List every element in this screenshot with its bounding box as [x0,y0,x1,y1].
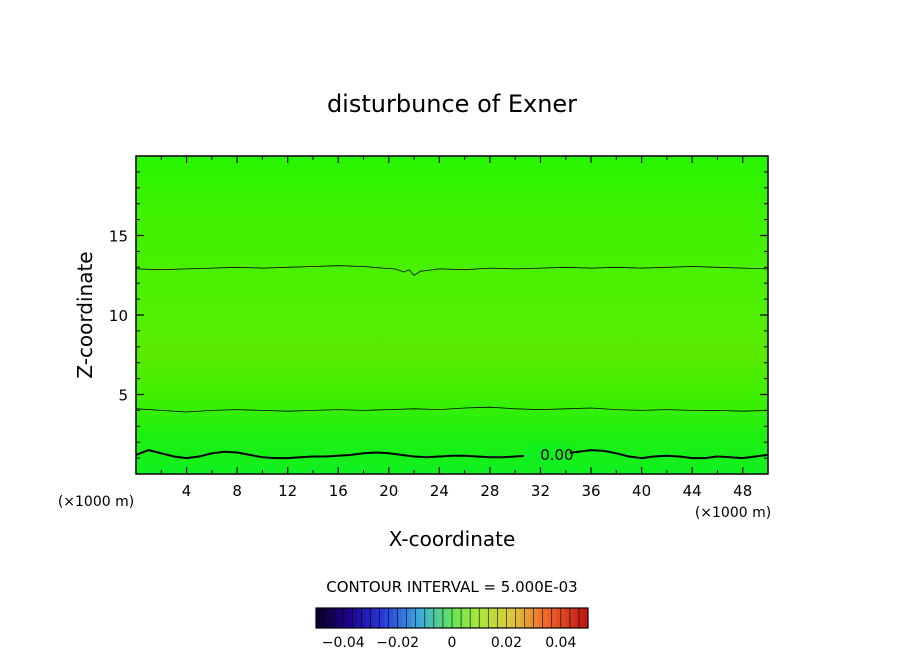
x-tick-label-20: 20 [379,482,398,500]
x-tick-label-48: 48 [733,482,752,500]
colorbar-cell [483,608,489,628]
colorbar-cell [488,608,494,628]
y-axis-label: Z-coordinate [73,251,97,378]
colorbar-cell [356,608,362,628]
colorbar-cell [424,608,430,628]
colorbar-cell [556,608,562,628]
colorbar-cell [429,608,435,628]
colorbar-cell [565,608,571,628]
colorbar-cell [452,608,458,628]
colorbar-cell [583,608,589,628]
x-tick-label-36: 36 [581,482,600,500]
colorbar-cell [510,608,516,628]
plot-field [136,156,768,474]
colorbar-cell [574,608,580,628]
colorbar-cell [551,608,557,628]
colorbar-cell [560,608,566,628]
colorbar-cell [520,608,526,628]
contour-line-0 [135,449,769,460]
x-tick-label-16: 16 [329,482,348,500]
colorbar-cell [393,608,399,628]
colorbar-cell [316,608,322,628]
colorbar-cell [388,608,394,628]
colorbar-cell [538,608,544,628]
colorbar-cell [470,608,476,628]
colorbar-cell [569,608,575,628]
colorbar-cell [456,608,462,628]
colorbar-cell [370,608,376,628]
x-tick-label-28: 28 [480,482,499,500]
colorbar-cell [320,608,326,628]
colorbar-cell [420,608,426,628]
contour-label-background [523,443,570,464]
colorbar-cell [461,608,467,628]
colorbar-cell [547,608,553,628]
colorbar-tick-label: 0.04 [545,635,576,651]
contour-line-1 [135,406,769,413]
colorbar-tick-label: −0.02 [376,635,419,651]
colorbar-cell [438,608,444,628]
colorbar-cell [343,608,349,628]
x-tick-label-24: 24 [430,482,449,500]
colorbar: −0.04 −0.02 0 0.02 0.04 [315,607,589,651]
colorbar-cell [352,608,358,628]
colorbar-cell [325,608,331,628]
colorbar-cell [347,608,353,628]
colorbar-cell [334,608,340,628]
x-unit-right: (×1000 m) [695,505,771,521]
colorbar-cell [361,608,367,628]
colorbar-cell [533,608,539,628]
colorbar-tick-label: 0.02 [491,635,522,651]
colorbar-cell [542,608,548,628]
contour-label: 0.00 [540,446,573,464]
colorbar-cell [501,608,507,628]
x-tick-label-32: 32 [531,482,550,500]
colorbar-cell [474,608,480,628]
colorbar-tick-label: −0.04 [322,635,365,651]
colorbar-tick-label: 0 [448,635,457,651]
chart-title: disturbunce of Exner [327,90,577,118]
colorbar-cell [374,608,380,628]
x-tick-label-12: 12 [278,482,297,500]
y-tick-label-10: 10 [109,307,128,325]
colorbar-cell [529,608,535,628]
colorbar-cell [329,608,335,628]
colorbar-cell [515,608,521,628]
colorbar-cell [365,608,371,628]
colorbar-cell [397,608,403,628]
x-tick-label-8: 8 [232,482,242,500]
colorbar-cell [379,608,385,628]
colorbar-cell [492,608,498,628]
colorbar-cell [442,608,448,628]
x-axis-label: X-coordinate [389,527,516,551]
x-tick-label-4: 4 [182,482,192,500]
colorbar-cell [406,608,412,628]
x-tick-label-44: 44 [683,482,702,500]
colorbar-cell [384,608,390,628]
colorbar-frame [315,607,589,629]
colorbar-cell [447,608,453,628]
y-tick-label-5: 5 [118,387,128,405]
contour-interval-label: CONTOUR INTERVAL = 5.000E-03 [326,578,577,596]
colorbar-cell [578,608,584,628]
colorbar-cell [497,608,503,628]
colorbar-cell [415,608,421,628]
colorbar-cell [402,608,408,628]
colorbar-cell [524,608,530,628]
colorbar-cell [479,608,485,628]
colorbar-cell [411,608,417,628]
contour-line-2 [135,265,769,276]
colorbar-cell [506,608,512,628]
x-unit-left: (×1000 m) [58,494,134,510]
colorbar-cell [433,608,439,628]
x-tick-label-40: 40 [632,482,651,500]
colorbar-cell [465,608,471,628]
contour-layer: 0.00 [135,265,769,464]
y-tick-label-15: 15 [109,228,128,246]
colorbar-cell [338,608,344,628]
